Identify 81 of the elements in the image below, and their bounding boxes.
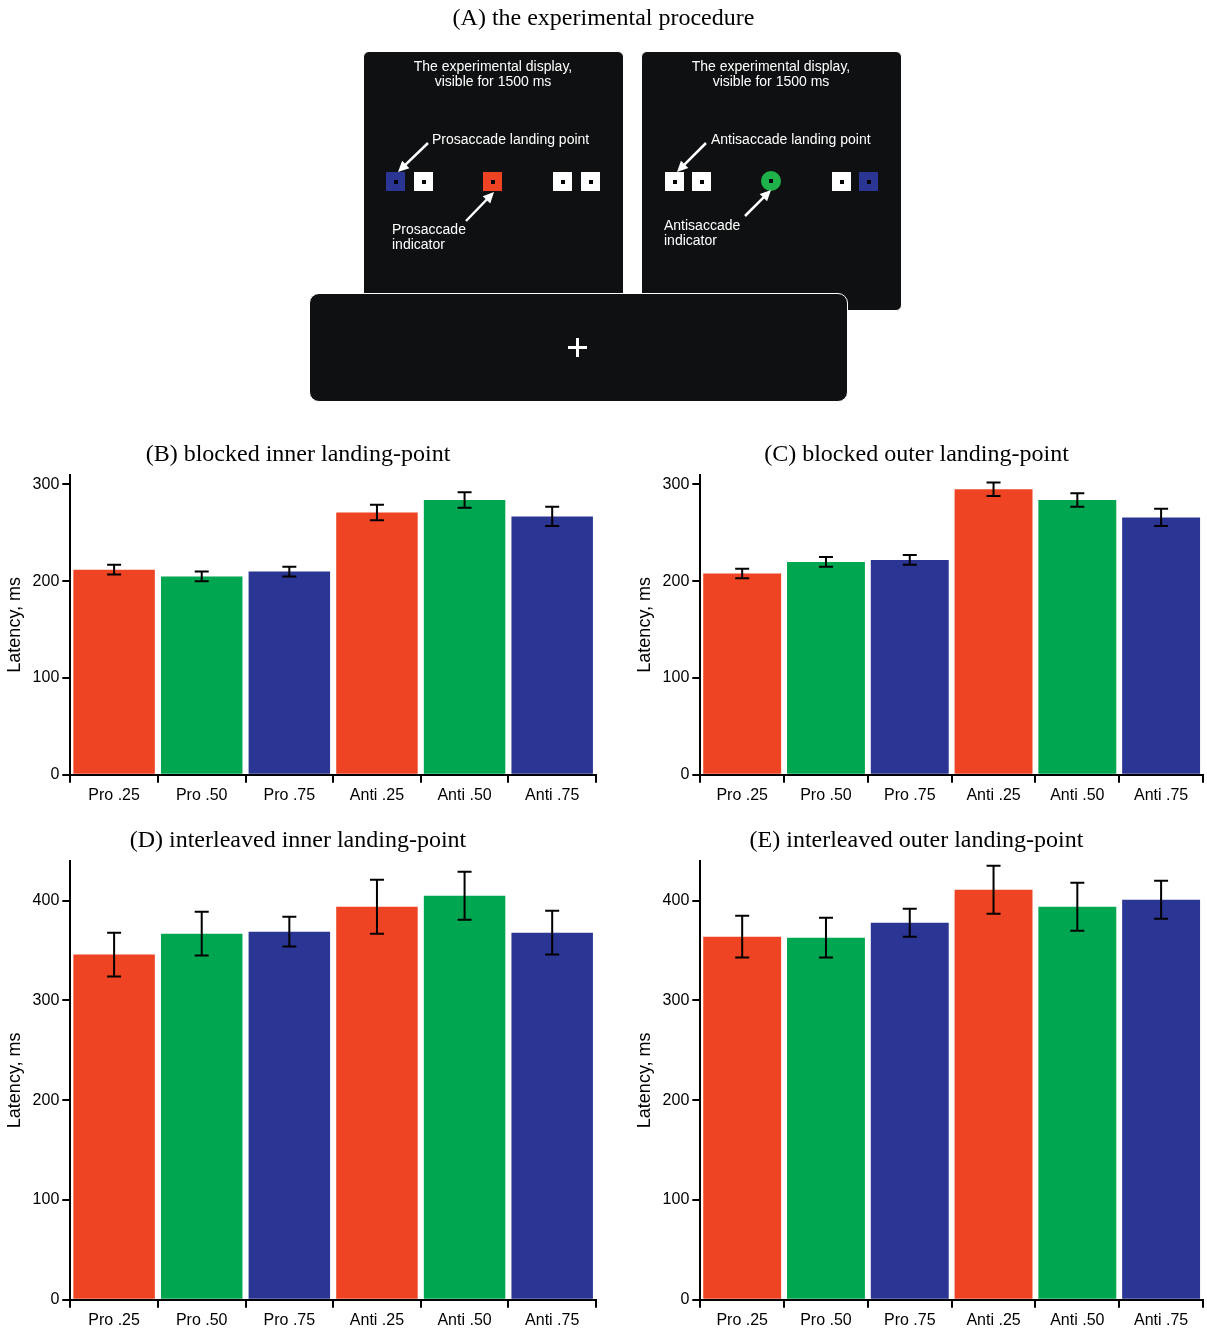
x-tick-label: Pro .75 [263,785,316,803]
y-tick-label: 0 [680,765,690,783]
x-tick-label: Pro .25 [716,785,769,803]
bar [336,512,418,774]
y-tick-label: 300 [662,474,690,492]
bar [870,559,949,774]
y-tick-label: 200 [662,571,690,589]
y-tick-label: 100 [662,668,690,686]
text: Prosaccade landing point [432,131,590,147]
bar [954,489,1033,774]
x-tick-label: Anti .25 [966,1310,1021,1328]
y-axis-title: Latency, ms [3,576,24,673]
y-tick-label: 0 [680,1290,690,1308]
y-tick-label: 300 [662,990,690,1008]
x-tick-label: Anti .25 [966,785,1021,803]
bar [336,906,418,1299]
y-tick-label: 400 [662,891,690,909]
text: The experimental display, visible for 1500 ms [690,58,852,89]
y-axis-title: Latency, ms [633,1032,654,1129]
x-tick-label: Anti .25 [349,785,405,803]
x-tick-label: Anti .75 [525,785,580,803]
bar [703,573,782,774]
bar [870,922,949,1299]
bar [703,936,782,1299]
chart-title: (B) blocked inner landing-point [145,439,451,466]
y-tick-label: 100 [32,668,60,686]
text: Antisaccade landing point [711,131,871,147]
bar [787,561,865,774]
x-tick-label: Pro .75 [883,1310,936,1328]
x-tick-label: Pro .25 [88,785,140,803]
x-tick-label: Anti .50 [1050,785,1105,803]
chart-title: (C) blocked outer landing-point [764,439,1070,466]
x-tick-label: Pro .75 [883,785,936,803]
y-tick-label: 200 [32,1090,60,1108]
x-tick-label: Pro .75 [263,1310,316,1328]
y-tick-label: 100 [32,1190,60,1208]
bar [1122,517,1201,774]
x-tick-label: Pro .50 [175,785,228,803]
x-tick-label: Anti .75 [1133,1310,1189,1328]
bar [423,895,506,1299]
x-tick-label: Anti .75 [525,1310,580,1328]
text: Prosaccade indicator [392,221,466,252]
y-tick-label: 200 [32,571,60,589]
bar [1038,906,1117,1299]
y-tick-label: 100 [662,1190,690,1208]
y-tick-label: 400 [32,891,60,909]
x-tick-label: Anti .25 [349,1310,405,1328]
bar [511,932,593,1299]
text: Antisaccade indicator [664,217,741,248]
x-tick-label: Anti .50 [437,1310,492,1328]
text: The experimental display, visible for 1500 ms [412,58,574,89]
bar [160,933,243,1299]
bar [954,889,1033,1299]
bar [248,571,331,774]
x-tick-label: Pro .50 [800,1310,852,1328]
bar [73,954,155,1299]
text: (A) the experimental procedure [451,4,756,31]
y-tick-label: 300 [32,474,60,492]
bar [423,499,506,774]
x-tick-label: Pro .50 [175,1310,228,1328]
chart-title: (E) interleaved outer landing-point [749,825,1084,852]
x-tick-label: Anti .50 [437,785,492,803]
bar [1038,499,1117,774]
x-tick-label: Pro .25 [716,1310,769,1328]
bar [73,569,155,774]
y-tick-label: 300 [32,990,60,1008]
bar [1122,899,1201,1299]
y-tick-label: 200 [662,1090,690,1108]
x-tick-label: Anti .50 [1050,1310,1105,1328]
x-tick-label: Pro .50 [800,785,852,803]
bar [248,931,331,1299]
bar [511,516,593,774]
y-tick-label: 0 [50,1290,60,1308]
y-axis-title: Latency, ms [633,576,654,673]
y-axis-title: Latency, ms [3,1032,24,1129]
chart-title: (D) interleaved inner landing-point [129,825,467,852]
x-tick-label: Anti .75 [1133,785,1189,803]
bar [787,937,865,1299]
bar [160,576,243,774]
y-tick-label: 0 [50,765,60,783]
x-tick-label: Pro .25 [88,1310,140,1328]
